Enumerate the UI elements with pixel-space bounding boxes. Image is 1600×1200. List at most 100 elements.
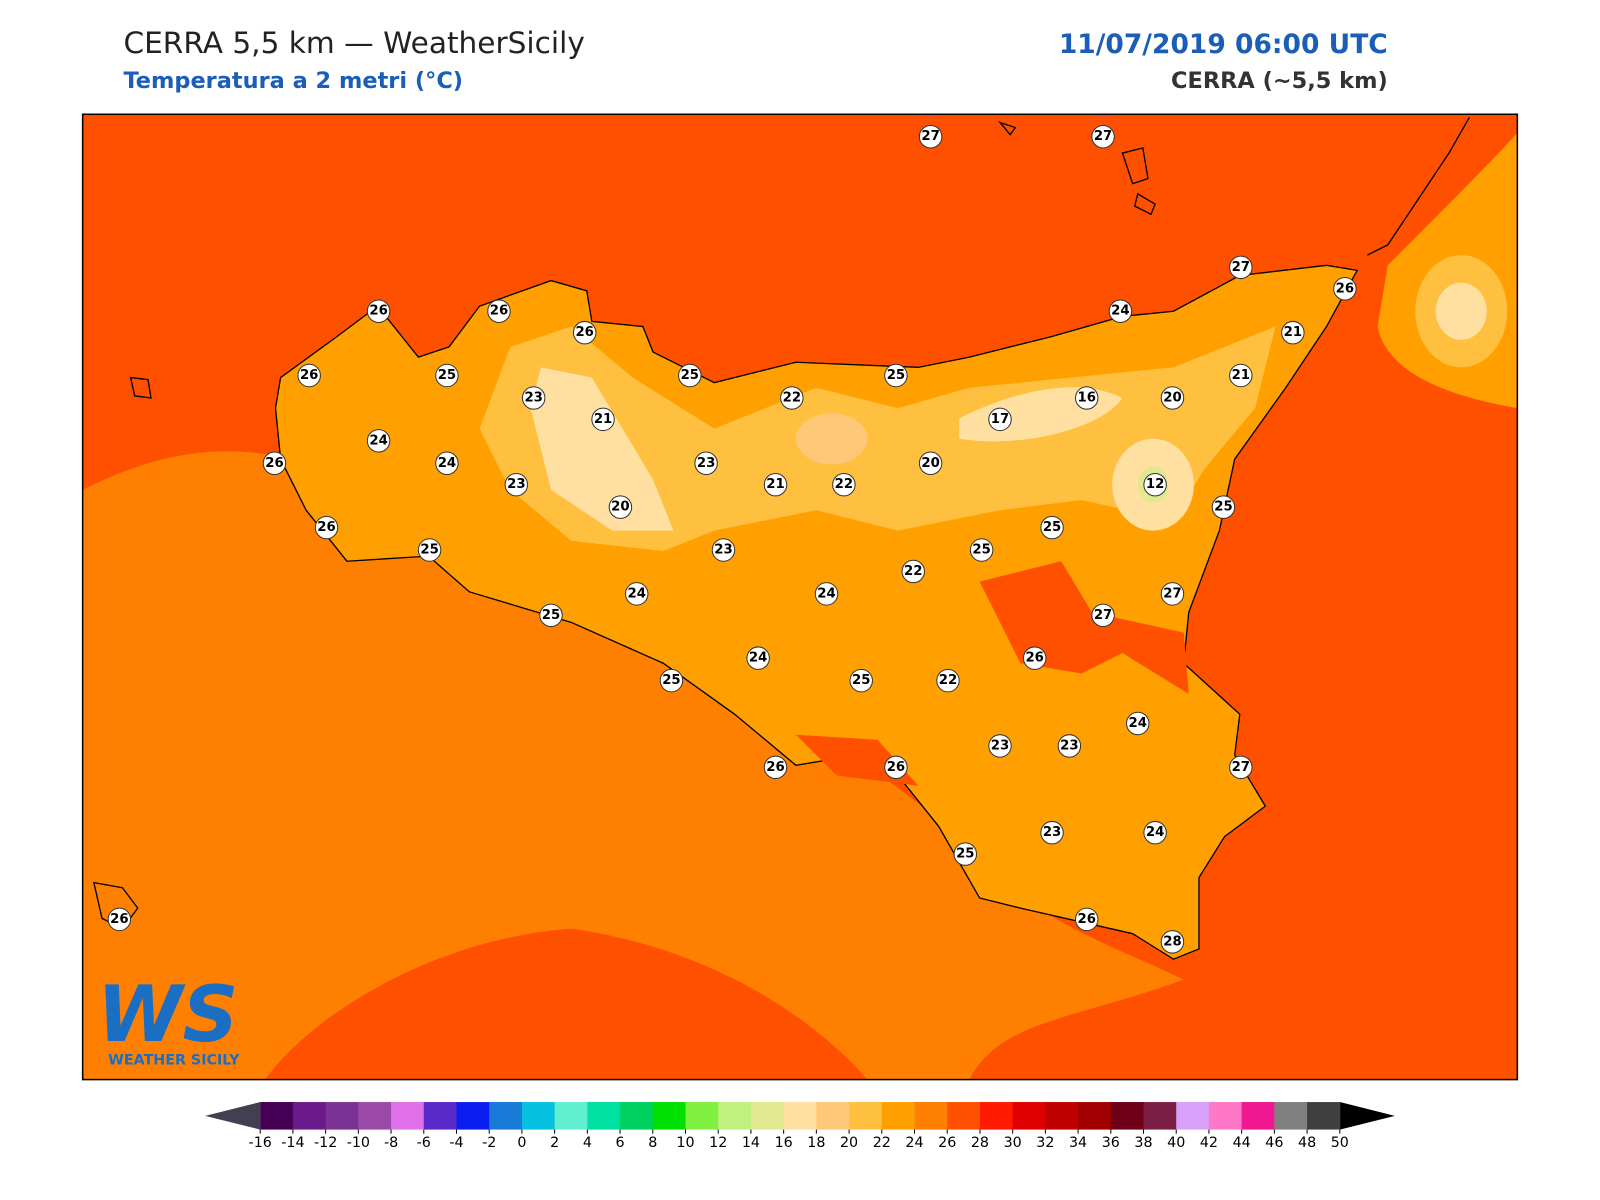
station-value: 26: [766, 760, 784, 775]
station-value: 20: [611, 500, 629, 515]
station-value: 25: [1214, 500, 1232, 515]
colorbar-tick-label: 10: [676, 1135, 694, 1151]
colorbar-tick-label: -10: [347, 1135, 370, 1151]
station-marker: [366, 429, 391, 453]
station-marker: [1108, 299, 1133, 323]
station-value: 24: [1146, 825, 1164, 840]
station: 25: [953, 842, 978, 866]
station-value: 25: [852, 673, 870, 688]
station-value: 26: [110, 912, 128, 927]
station: 21: [763, 472, 788, 497]
station-value: 27: [1094, 129, 1112, 144]
station-marker: [487, 299, 511, 323]
colorbar-tick-label: 36: [1102, 1135, 1120, 1151]
station-marker: [1281, 320, 1305, 345]
station-value: 26: [575, 325, 593, 340]
station-value: 22: [904, 564, 922, 579]
colorbar-bin: [1012, 1102, 1046, 1130]
colorbar-tick-label: -16: [249, 1135, 272, 1151]
station: 20: [608, 495, 633, 519]
station-value: 26: [1078, 912, 1096, 927]
station: 23: [988, 734, 1012, 758]
colorbar-tick-label: 2: [550, 1135, 559, 1151]
station-marker: [901, 559, 925, 584]
station-value: 25: [438, 368, 456, 383]
colorbar-bin: [816, 1102, 850, 1130]
colorbar-bin: [718, 1102, 752, 1130]
station-marker: [953, 842, 978, 866]
station-value: 25: [956, 847, 974, 862]
colorbar-tick-label: 16: [775, 1135, 793, 1151]
colorbar-bin: [1176, 1102, 1210, 1130]
station-value: 27: [1232, 760, 1250, 775]
station: 21: [591, 407, 615, 432]
station: 27: [1229, 255, 1253, 280]
station-value: 23: [1043, 825, 1061, 840]
colorbar-bin: [1208, 1102, 1243, 1130]
station: 26: [314, 515, 339, 540]
station: 23: [1040, 820, 1064, 845]
station-marker: [1229, 755, 1253, 780]
station-value: 24: [1129, 716, 1147, 731]
colorbar-bin: [1045, 1102, 1079, 1130]
station: 26: [297, 363, 321, 388]
station: 21: [1281, 320, 1305, 345]
colorbar-bin: [292, 1102, 327, 1130]
station-value: 25: [681, 368, 699, 383]
colorbar-bin: [554, 1102, 588, 1130]
colorbar-tick-label: 40: [1167, 1135, 1185, 1151]
stations: 27 27 26 26 26 26 25 25 25 24 27 26 21 21 20 16 17 22 23 21…: [107, 125, 1357, 954]
colorbar-bin: [587, 1102, 621, 1130]
station-marker: [1333, 277, 1357, 301]
colorbar-tick-label: 42: [1200, 1135, 1218, 1151]
colorbar-bin: [521, 1102, 556, 1130]
logo-name: WEATHER SICILY: [108, 1052, 240, 1068]
station-value: 12: [1146, 477, 1164, 492]
station-value: 24: [749, 651, 767, 666]
colorbar-tick-label: 20: [840, 1135, 858, 1151]
colorbar-tick-label: 50: [1331, 1135, 1349, 1151]
station-value: 27: [1232, 260, 1250, 275]
station: 25: [678, 363, 702, 388]
station: 22: [832, 472, 856, 497]
station-value: 17: [991, 412, 1009, 427]
station-marker: [1143, 472, 1167, 497]
station: 26: [262, 451, 287, 475]
station: 25: [1211, 495, 1236, 519]
title: CERRA 5,5 km — WeatherSicily: [123, 26, 584, 60]
contour: [1435, 282, 1487, 340]
subtitle: Temperatura a 2 metri (°C): [123, 68, 463, 94]
colorbar-tick-label: -4: [449, 1135, 463, 1151]
station: 24: [814, 582, 839, 606]
station-value: 26: [1336, 281, 1354, 296]
station-marker: [417, 538, 442, 562]
colorbar-tick-label: 48: [1298, 1135, 1316, 1151]
station-marker: [1229, 255, 1253, 280]
colorbar-tick-label: 8: [648, 1135, 657, 1151]
station-value: 26: [490, 304, 508, 319]
colorbar-tick-label: 30: [1004, 1135, 1022, 1151]
station: 23: [521, 386, 546, 410]
station: 22: [901, 559, 925, 584]
station-marker: [763, 472, 788, 497]
station-marker: [849, 668, 873, 693]
station-value: 27: [1094, 608, 1112, 623]
station-marker: [1022, 646, 1047, 670]
station: 27: [1091, 125, 1115, 149]
station-value: 23: [697, 456, 715, 471]
station: 27: [1160, 582, 1185, 606]
colorbar-bin: [1143, 1102, 1177, 1130]
colorbar-tick-label: 32: [1036, 1135, 1054, 1151]
colorbar-bin: [358, 1102, 392, 1130]
station: 23: [1057, 734, 1082, 758]
station: 24: [1143, 820, 1167, 845]
station: 24: [746, 646, 770, 670]
colorbar-tick-label: 22: [873, 1135, 891, 1151]
station-marker: [884, 363, 908, 388]
station: 26: [1075, 907, 1099, 932]
station-value: 20: [1163, 390, 1181, 405]
colorbar-bin: [391, 1102, 425, 1130]
station-value: 27: [1163, 586, 1181, 601]
station: 20: [1160, 386, 1185, 410]
contour: [530, 367, 674, 531]
